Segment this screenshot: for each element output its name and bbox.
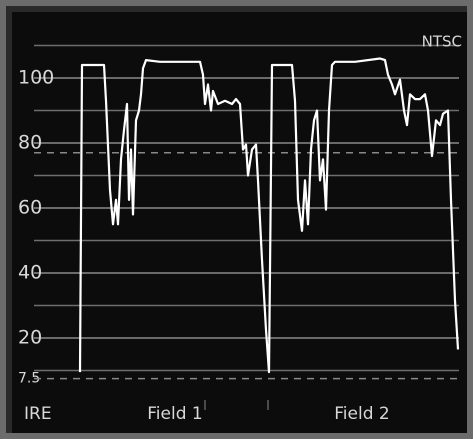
- unit-label: IRE: [24, 404, 52, 424]
- y-tick-label: 40: [18, 262, 42, 284]
- grid: 7.5 20 40 60 80 100: [18, 44, 459, 387]
- standard-label: NTSC: [422, 33, 462, 51]
- y-tick-label: 20: [18, 327, 42, 349]
- waveform-trace: [78, 57, 460, 374]
- y-tick-label: 60: [18, 197, 42, 219]
- field-label: Field 2: [334, 404, 389, 424]
- field-label: Field 1: [147, 404, 202, 424]
- y-tick-label: 100: [18, 67, 54, 89]
- y-tick-label: 7.5: [18, 371, 40, 387]
- trace: [78, 57, 460, 374]
- y-tick-label: 80: [18, 132, 42, 154]
